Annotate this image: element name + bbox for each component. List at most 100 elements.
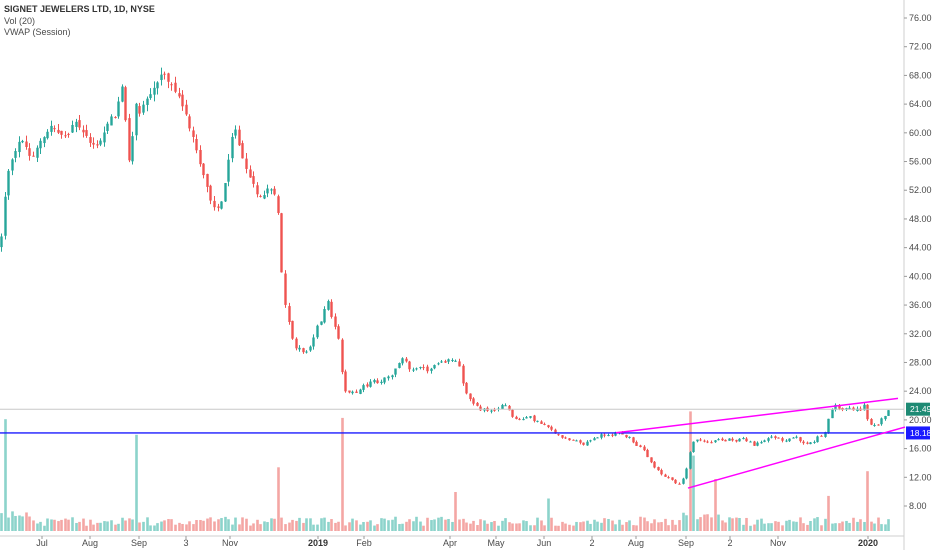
volume-bar (408, 519, 411, 531)
candle-body (67, 133, 70, 135)
volume-bar (838, 523, 841, 531)
volume-bar (217, 519, 220, 531)
x-tick-label: 2 (589, 538, 594, 548)
volume-bar (458, 519, 461, 531)
candle-body (462, 365, 465, 384)
volume-bar (295, 520, 298, 531)
candle-body (692, 441, 695, 453)
volume-bar (202, 520, 205, 531)
volume-bar (124, 520, 127, 531)
volume-bar (774, 521, 777, 531)
volume-bar (376, 524, 379, 531)
candle-body (767, 438, 770, 441)
candle-body (320, 321, 323, 325)
candle-body (405, 358, 408, 362)
candle-body (362, 385, 365, 390)
candle-body (334, 316, 337, 327)
candle-body (827, 418, 830, 433)
candle-body (231, 136, 234, 159)
candle-body (490, 410, 493, 412)
x-tick-label: Feb (356, 538, 372, 548)
candle-body (674, 479, 677, 484)
candle-body (639, 445, 642, 448)
candle-body (160, 74, 163, 81)
candle-body (43, 137, 46, 144)
candle-body (880, 418, 883, 425)
candle-body (103, 132, 106, 143)
volume-bar (848, 522, 851, 531)
candle-body (60, 130, 63, 135)
candle-body (337, 326, 340, 339)
candle-body (412, 369, 415, 371)
volume-indicator-label[interactable]: Vol (20) (4, 15, 36, 26)
volume-bar (369, 520, 372, 531)
y-tick-label: 8.00 (909, 501, 927, 511)
candle-body (870, 419, 873, 425)
candle-body (607, 434, 610, 436)
chart-legend: SIGNET JEWELERS LTD, 1D, NYSE Vol (20) V… (4, 4, 155, 39)
volume-bar (877, 517, 880, 531)
volume-bar (550, 517, 553, 531)
volume-bar (561, 521, 564, 531)
volume-bar (433, 519, 436, 531)
volume-bar (714, 479, 717, 531)
volume-bar (309, 518, 312, 531)
candle-body (742, 438, 745, 440)
candle-body (866, 404, 869, 420)
volume-bar (788, 519, 791, 531)
candle-body (124, 87, 127, 121)
candle-body (508, 405, 511, 411)
volume-bar (547, 498, 550, 531)
candle-body (174, 82, 177, 92)
vwap-indicator-label[interactable]: VWAP (Session) (4, 27, 71, 37)
volume-bar (685, 515, 688, 531)
volume-bar (344, 525, 347, 531)
candle-body (249, 169, 252, 178)
time-axis[interactable]: Jul Aug Sep 3 Nov 2019 Feb Apr May Jun 2 Aug Sep 2 Nov… (36, 536, 878, 548)
volume-bar (99, 522, 102, 531)
candle-body (724, 439, 727, 442)
candle-body (273, 188, 276, 195)
volume-bar (50, 519, 53, 531)
candle-body (355, 391, 358, 394)
volume-bar (380, 518, 383, 531)
volume-bar (316, 524, 319, 531)
volume-bar (628, 520, 631, 531)
x-tick-label: Aug (628, 538, 644, 548)
candle-body (728, 438, 731, 441)
candle-body (291, 320, 294, 339)
volume-bar (856, 521, 859, 531)
volume-bar (234, 517, 237, 531)
candle-body (458, 361, 461, 367)
volume-bar (522, 520, 525, 531)
volume-bar (763, 523, 766, 531)
volume-bar (671, 519, 674, 531)
candle-body (834, 404, 837, 410)
candle-body (820, 435, 823, 437)
volume-bar (447, 518, 450, 531)
candle-body (543, 423, 546, 425)
candle-body (884, 416, 887, 420)
volume-bar (486, 523, 489, 531)
volume-bar (291, 519, 294, 531)
volume-bar (611, 520, 614, 531)
volume-bar (873, 523, 876, 531)
candle-body (195, 139, 198, 151)
candle-body (238, 129, 241, 146)
candle-body (856, 408, 859, 412)
volume-bar (156, 523, 159, 531)
candle-body (142, 104, 145, 113)
candle-body (32, 155, 35, 157)
price-axis[interactable]: 76.00 72.00 68.00 64.00 60.00 56.00 52.00 48.00… (904, 13, 932, 511)
symbol-title[interactable]: SIGNET JEWELERS LTD, 1D, NYSE (4, 4, 155, 14)
candle-body (280, 213, 283, 273)
y-tick-label: 68.00 (909, 70, 932, 80)
volume-bar (813, 518, 816, 531)
volume-bar (572, 525, 575, 531)
annotation-lines[interactable] (0, 397, 906, 489)
y-tick-label: 28.00 (909, 357, 932, 367)
volume-bar (820, 525, 823, 531)
candle-body (777, 437, 780, 439)
candle-body (241, 143, 244, 159)
